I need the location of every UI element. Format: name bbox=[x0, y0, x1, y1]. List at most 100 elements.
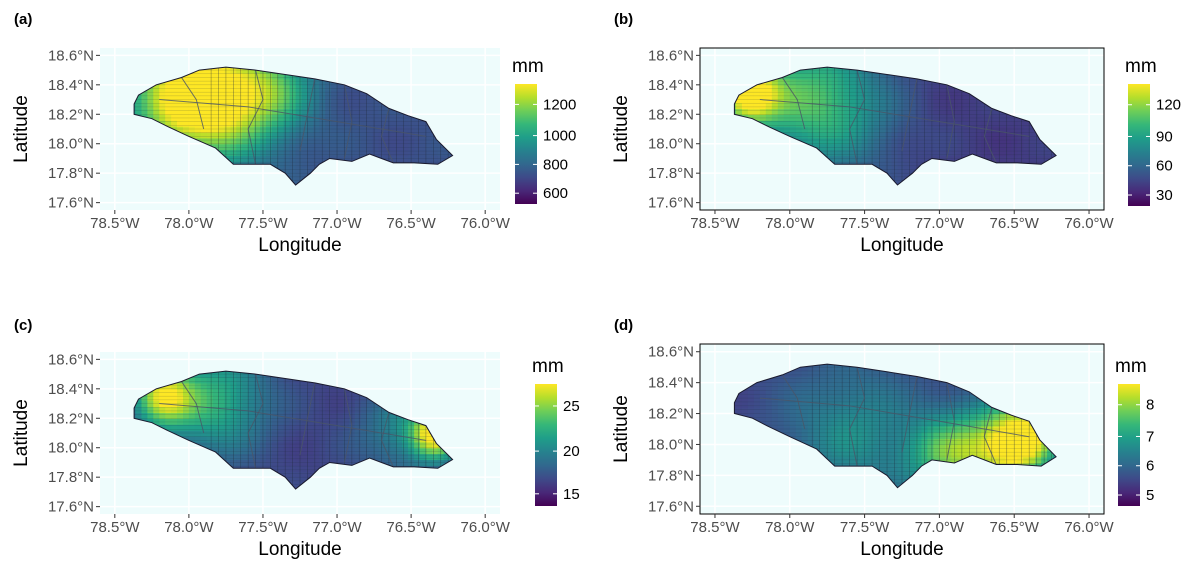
legend-tick-label: 30 bbox=[1156, 187, 1173, 204]
raster-cell bbox=[277, 96, 285, 104]
raster-cell bbox=[813, 143, 821, 151]
raster-cell bbox=[885, 401, 893, 408]
raster-cell bbox=[212, 114, 220, 121]
raster-cell bbox=[265, 126, 273, 133]
raster-cell bbox=[153, 84, 160, 92]
raster-cell bbox=[777, 120, 785, 127]
raster-cell bbox=[301, 418, 308, 425]
raster-cell bbox=[807, 96, 815, 104]
x-tick-label: 77.5°W bbox=[238, 519, 288, 536]
raster-cell bbox=[855, 425, 863, 433]
raster-cell bbox=[981, 114, 988, 121]
raster-cell bbox=[141, 394, 148, 402]
raster-cell bbox=[789, 84, 797, 92]
raster-cell bbox=[843, 395, 851, 402]
raster-cell bbox=[420, 131, 427, 139]
raster-cell bbox=[135, 96, 143, 104]
raster-cell bbox=[831, 395, 839, 402]
raster-cell bbox=[218, 400, 225, 408]
raster-cell bbox=[945, 126, 952, 133]
raster-cell bbox=[301, 173, 308, 180]
raster-cell bbox=[396, 459, 403, 466]
raster-cell bbox=[354, 424, 362, 431]
raster-cell bbox=[987, 155, 994, 162]
raster-cell bbox=[921, 78, 929, 86]
raster-cell bbox=[999, 137, 1006, 145]
raster-cell bbox=[372, 114, 380, 121]
raster-cell bbox=[443, 453, 451, 461]
raster-cell bbox=[188, 424, 196, 431]
raster-cell bbox=[975, 102, 982, 109]
raster-cell bbox=[437, 447, 445, 455]
raster-cell bbox=[987, 126, 994, 133]
raster-cell bbox=[903, 161, 911, 168]
raster-cell bbox=[807, 84, 815, 92]
raster-cell bbox=[969, 149, 976, 157]
raster-cell bbox=[177, 400, 184, 408]
raster-cell bbox=[325, 84, 332, 92]
raster-cell bbox=[1023, 155, 1030, 162]
raster-cell bbox=[218, 388, 225, 396]
raster-cell bbox=[159, 114, 166, 121]
raster-cell bbox=[390, 120, 397, 127]
raster-cell bbox=[319, 412, 326, 419]
raster-cell bbox=[879, 108, 887, 115]
parish-border bbox=[946, 84, 955, 159]
raster-cell bbox=[343, 149, 350, 157]
raster-cell bbox=[384, 120, 391, 127]
raster-cell bbox=[867, 84, 875, 92]
raster-cell bbox=[807, 67, 815, 74]
raster-cell bbox=[813, 376, 821, 384]
raster-cell bbox=[366, 102, 374, 109]
raster-cell bbox=[861, 382, 869, 390]
raster-cell bbox=[837, 413, 845, 421]
raster-cell bbox=[236, 400, 243, 408]
raster-cell bbox=[313, 149, 320, 157]
raster-cell bbox=[319, 137, 326, 145]
raster-cell bbox=[855, 438, 863, 446]
raster-cell bbox=[837, 96, 845, 104]
raster-cell bbox=[963, 126, 970, 133]
raster-cell bbox=[921, 102, 929, 109]
raster-cell bbox=[903, 149, 911, 157]
raster-cell bbox=[795, 419, 803, 427]
raster-cell bbox=[771, 108, 779, 115]
raster-cell bbox=[819, 395, 827, 402]
raster-cell bbox=[939, 126, 946, 133]
raster-cell bbox=[999, 155, 1006, 162]
coastline bbox=[133, 66, 454, 186]
raster-cell bbox=[831, 67, 839, 74]
x-tick-label: 78.5°W bbox=[90, 215, 140, 232]
raster-cell bbox=[313, 137, 320, 145]
raster-cell bbox=[885, 419, 893, 427]
raster-cell bbox=[301, 102, 308, 109]
raster-cell bbox=[283, 78, 291, 86]
raster-cell bbox=[915, 155, 923, 162]
raster-cell bbox=[271, 137, 279, 145]
raster-cell bbox=[236, 412, 243, 419]
raster-cell bbox=[813, 364, 821, 371]
raster-cell bbox=[855, 432, 863, 439]
raster-cell bbox=[177, 394, 184, 402]
raster-cell bbox=[843, 102, 851, 109]
raster-cell bbox=[903, 78, 911, 86]
x-tick-label: 76.0°W bbox=[461, 215, 511, 232]
raster-cell bbox=[861, 73, 869, 80]
raster-cell bbox=[981, 108, 988, 115]
raster-cell bbox=[939, 108, 946, 115]
raster-cell bbox=[200, 120, 208, 127]
raster-cell bbox=[437, 143, 445, 151]
raster-cell bbox=[171, 96, 178, 104]
raster-cell bbox=[242, 430, 249, 437]
raster-cell bbox=[759, 382, 767, 390]
raster-cell bbox=[153, 108, 160, 115]
raster-cell bbox=[843, 131, 851, 139]
raster-cell bbox=[277, 453, 285, 461]
raster-cell bbox=[825, 120, 833, 127]
coastline bbox=[733, 66, 1057, 186]
raster-cell bbox=[855, 149, 863, 157]
raster-cell bbox=[945, 143, 952, 151]
raster-cell bbox=[807, 401, 815, 408]
raster-cell bbox=[831, 425, 839, 433]
raster-cell bbox=[759, 120, 767, 127]
